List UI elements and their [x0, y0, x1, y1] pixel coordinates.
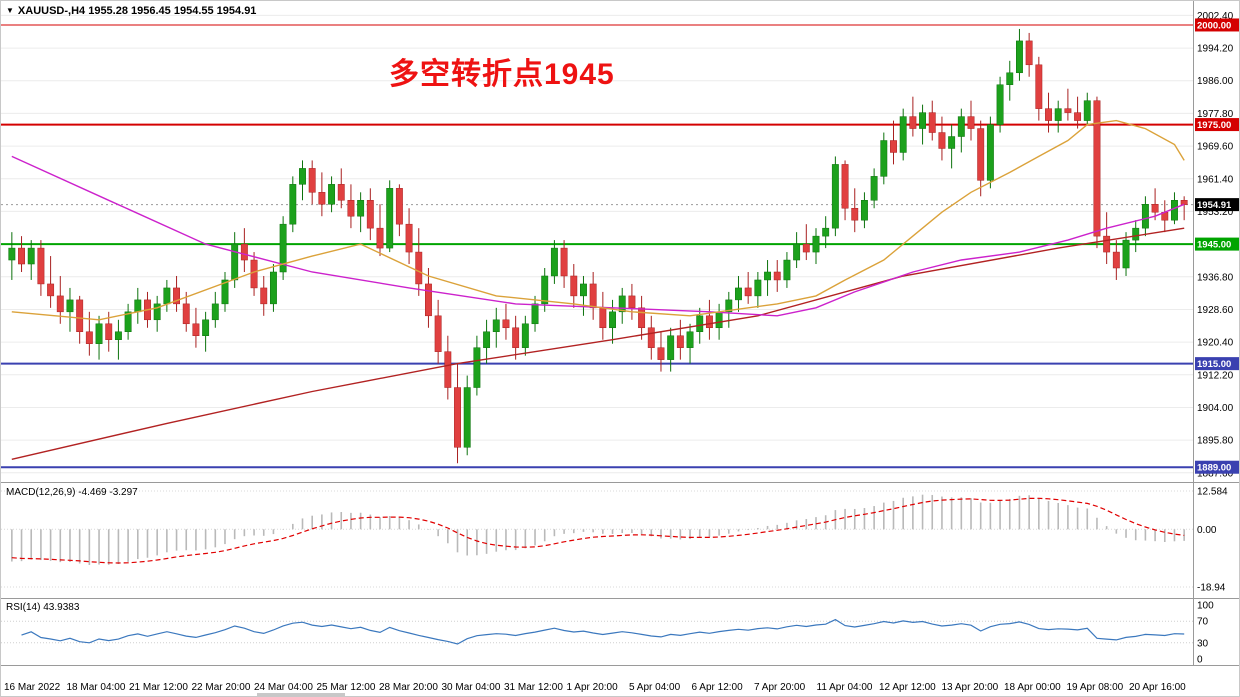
- time-axis-label: 18 Apr 00:00: [1004, 682, 1061, 693]
- level-price-label: [1195, 237, 1239, 251]
- macd-histogram: [11, 494, 1185, 565]
- level-price-label: [1195, 460, 1239, 474]
- level-price-label-text: 1889.00: [1197, 463, 1231, 474]
- time-axis-label: 5 Apr 04:00: [629, 682, 681, 693]
- ma-fast-orange: [11, 119, 1185, 321]
- time-axis-label: 28 Mar 20:00: [379, 682, 438, 693]
- time-axis-label: 24 Mar 04:00: [254, 682, 313, 693]
- time-axis-label: 30 Mar 04:00: [442, 682, 501, 693]
- level-price-label: [1195, 118, 1239, 132]
- price-axis-tick-label: 1904.00: [1197, 403, 1234, 414]
- rsi-axis-label: 30: [1197, 638, 1209, 649]
- ma-mid-magenta: [11, 155, 1185, 317]
- macd-axis-label: 0.00: [1197, 525, 1217, 536]
- rsi-axis-label: 0: [1197, 655, 1203, 666]
- time-axis-label: 20 Apr 16:00: [1129, 682, 1186, 693]
- price-axis-tick-label: 1994.20: [1197, 44, 1234, 55]
- level-price-label-text: 1975.00: [1197, 120, 1231, 131]
- current-price-label: [1195, 198, 1239, 212]
- level-price-label-text: 1915.00: [1197, 359, 1231, 370]
- time-axis[interactable]: [1, 666, 1240, 697]
- time-axis-label: 31 Mar 12:00: [504, 682, 563, 693]
- h-scrollbar-thumb[interactable]: [257, 693, 345, 697]
- time-axis-label: 11 Apr 04:00: [817, 682, 873, 693]
- price-axis-tick-label: 1977.80: [1197, 109, 1234, 120]
- time-axis-label: 12 Apr 12:00: [879, 682, 936, 693]
- ma-long-darkred: [11, 227, 1185, 460]
- level-price-label-text: 2000.00: [1197, 20, 1231, 31]
- price-axis[interactable]: [1193, 1, 1240, 665]
- time-axis-label: 13 Apr 20:00: [942, 682, 999, 693]
- time-axis-label: 22 Mar 20:00: [192, 682, 251, 693]
- price-axis-tick-label: 1920.40: [1197, 338, 1234, 349]
- time-axis-label: 1 Apr 20:00: [567, 682, 619, 693]
- price-axis-tick-label: 1969.60: [1197, 142, 1234, 153]
- price-axis-tick-label: 1912.20: [1197, 370, 1234, 381]
- level-price-label: [1195, 18, 1239, 32]
- time-axis-label: 16 Mar 2022: [4, 682, 61, 693]
- symbol-info-bar: ▼ XAUUSD-,H4 1955.28 1956.45 1954.55 195…: [6, 5, 256, 17]
- price-axis-tick-label: 2002.40: [1197, 11, 1234, 22]
- macd-axis-label: -18.94: [1197, 582, 1226, 593]
- level-price-label: [1195, 357, 1239, 371]
- price-axis-tick-label: 1895.80: [1197, 436, 1234, 447]
- rsi-line: [21, 618, 1185, 645]
- price-axis-tick-label: 1986.00: [1197, 76, 1234, 87]
- time-axis-label: 6 Apr 12:00: [692, 682, 744, 693]
- level-price-label-text: 1945.00: [1197, 240, 1231, 251]
- candlestick-series: [8, 28, 1188, 464]
- price-axis-tick-label: 1936.80: [1197, 272, 1234, 283]
- macd-axis-label: 12.584: [1197, 486, 1228, 497]
- time-axis-label: 25 Mar 12:00: [317, 682, 376, 693]
- time-axis-label: 21 Mar 12:00: [129, 682, 188, 693]
- time-axis-label: 7 Apr 20:00: [754, 682, 806, 693]
- current-price-label-text: 1954.91: [1197, 200, 1232, 211]
- symbol-ohlc-text: XAUUSD-,H4 1955.28 1956.45 1954.55 1954.…: [17, 5, 257, 17]
- price-axis-tick-label: 1887.60: [1197, 468, 1234, 479]
- macd-signal-line: [11, 497, 1185, 564]
- price-axis-tick-label: 1928.60: [1197, 305, 1234, 316]
- price-axis-tick-label: 1953.20: [1197, 207, 1234, 218]
- rsi-indicator-label: RSI(14) 43.9383: [6, 602, 80, 613]
- time-axis-label: 18 Mar 04:00: [67, 682, 126, 693]
- chart-shift-icon: ▼: [6, 6, 14, 15]
- time-axis-label: 19 Apr 08:00: [1067, 682, 1124, 693]
- rsi-axis-label: 70: [1197, 617, 1209, 628]
- macd-indicator-label: MACD(12,26,9) -4.469 -3.297: [6, 487, 138, 498]
- chart-annotation-text[interactable]: 多空转折点1945: [389, 58, 615, 91]
- price-axis-tick-label: 1961.40: [1197, 174, 1234, 185]
- rsi-axis-label: 100: [1197, 601, 1214, 612]
